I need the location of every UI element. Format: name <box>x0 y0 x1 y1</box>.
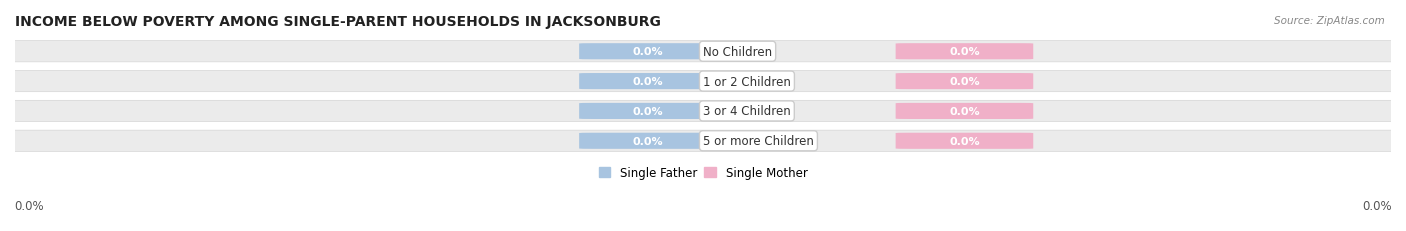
FancyBboxPatch shape <box>896 44 1033 60</box>
FancyBboxPatch shape <box>896 74 1033 90</box>
Legend: Single Father, Single Mother: Single Father, Single Mother <box>593 162 813 184</box>
Text: Source: ZipAtlas.com: Source: ZipAtlas.com <box>1274 16 1385 26</box>
FancyBboxPatch shape <box>579 44 717 60</box>
FancyBboxPatch shape <box>896 103 1033 119</box>
FancyBboxPatch shape <box>0 71 1406 92</box>
Text: 3 or 4 Children: 3 or 4 Children <box>703 105 790 118</box>
Text: 0.0%: 0.0% <box>633 47 664 57</box>
Text: 0.0%: 0.0% <box>949 136 980 146</box>
Text: 1 or 2 Children: 1 or 2 Children <box>703 75 790 88</box>
Text: 5 or more Children: 5 or more Children <box>703 135 814 148</box>
Text: 0.0%: 0.0% <box>14 200 44 213</box>
Text: 0.0%: 0.0% <box>1362 200 1392 213</box>
FancyBboxPatch shape <box>0 131 1406 152</box>
FancyBboxPatch shape <box>896 133 1033 149</box>
Text: 0.0%: 0.0% <box>949 77 980 87</box>
Text: 0.0%: 0.0% <box>949 47 980 57</box>
Text: 0.0%: 0.0% <box>633 106 664 116</box>
FancyBboxPatch shape <box>0 42 1406 63</box>
FancyBboxPatch shape <box>579 74 717 90</box>
Text: INCOME BELOW POVERTY AMONG SINGLE-PARENT HOUSEHOLDS IN JACKSONBURG: INCOME BELOW POVERTY AMONG SINGLE-PARENT… <box>15 15 661 29</box>
Text: 0.0%: 0.0% <box>633 77 664 87</box>
FancyBboxPatch shape <box>579 103 717 119</box>
Text: 0.0%: 0.0% <box>633 136 664 146</box>
Text: 0.0%: 0.0% <box>949 106 980 116</box>
Text: No Children: No Children <box>703 46 772 58</box>
FancyBboxPatch shape <box>0 101 1406 122</box>
FancyBboxPatch shape <box>579 133 717 149</box>
